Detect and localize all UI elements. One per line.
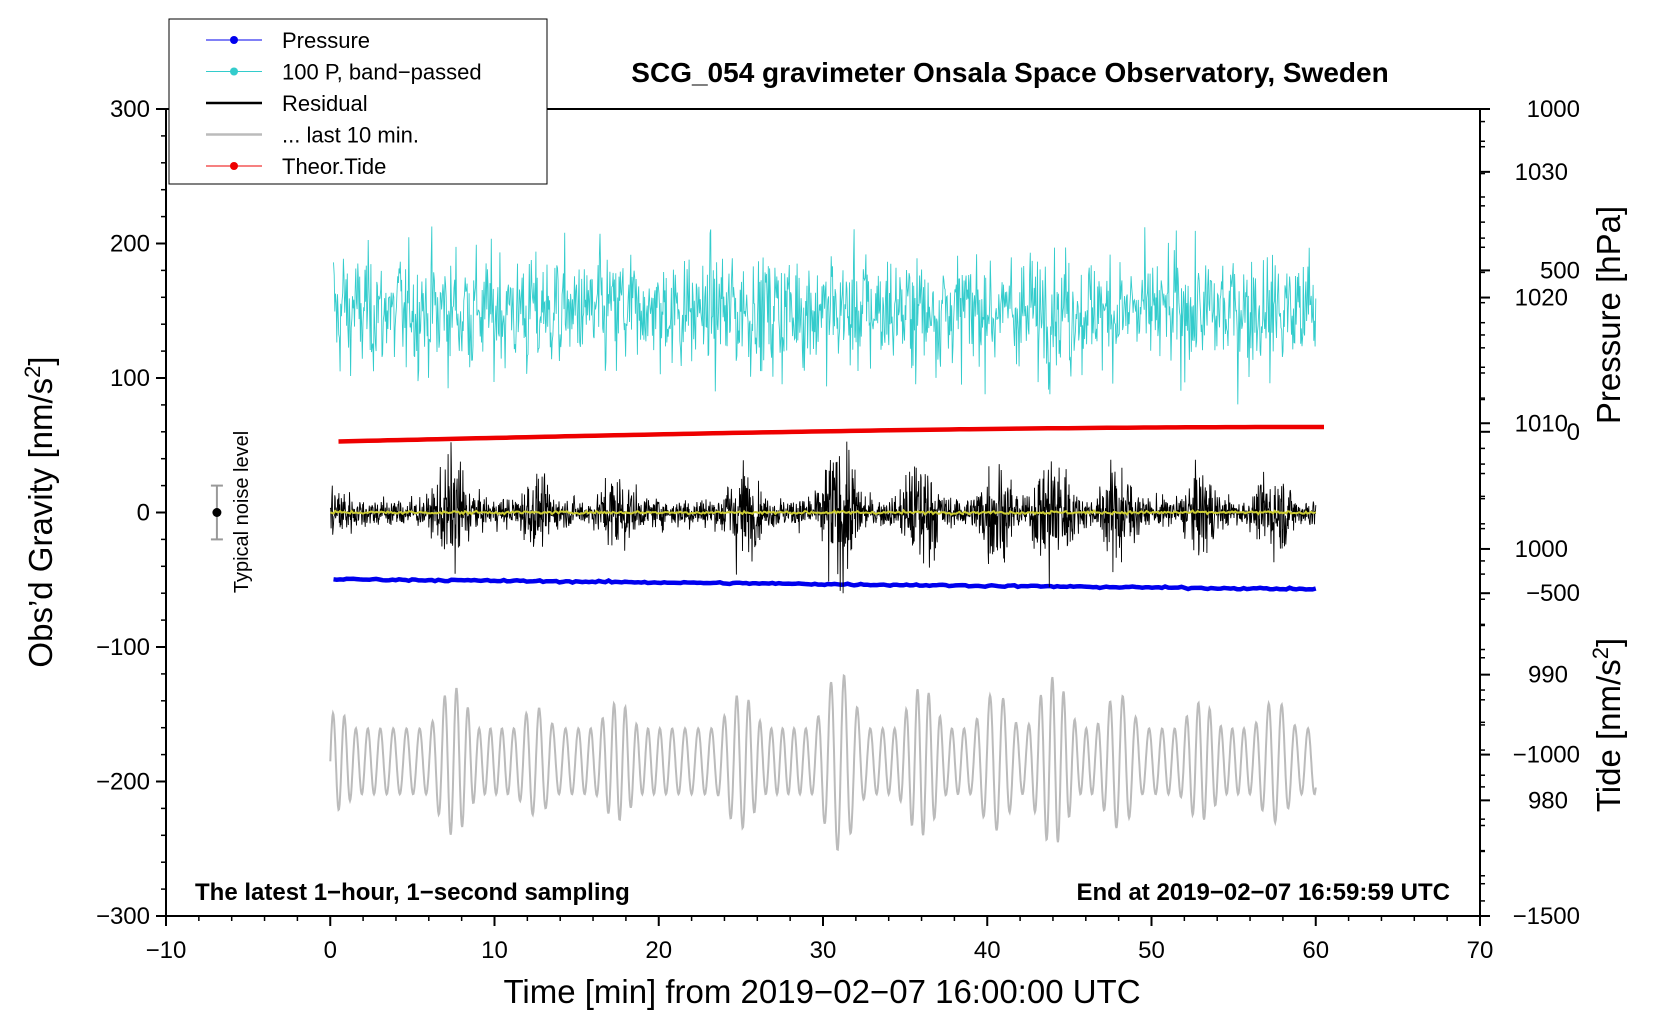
- tide-tick-label: 1000: [1527, 96, 1580, 123]
- legend-label: 100 P, band−passed: [282, 60, 482, 85]
- series-smoothed: [330, 508, 1317, 516]
- legend-marker: [230, 36, 238, 44]
- legend-label: ... last 10 min.: [282, 123, 419, 148]
- legend-label: Residual: [282, 91, 368, 116]
- x-tick-label: 0: [324, 937, 337, 964]
- pressure-tick-label: 1030: [1515, 159, 1568, 186]
- legend: Pressure 100 P, band−passed Residual ... la…: [168, 18, 548, 185]
- pressure-tick-label: 990: [1528, 662, 1568, 689]
- series-pressure: [333, 576, 1317, 592]
- tide-tick-label: −1500: [1513, 903, 1580, 930]
- x-tick-label: 30: [810, 937, 837, 964]
- legend-marker: [230, 67, 238, 76]
- tide-tick-label: −500: [1526, 580, 1580, 607]
- series-theoretical-tide: [338, 424, 1324, 444]
- y-axis-title-pressure: Pressure [hPa]: [1590, 206, 1627, 424]
- x-tick-label: 10: [481, 937, 508, 964]
- x-tick-label: −10: [146, 937, 187, 964]
- gravity-tick-label: 100: [110, 365, 150, 392]
- chart-title: SCG_054 gravimeter Onsala Space Observat…: [631, 57, 1388, 88]
- legend-box: [168, 18, 548, 185]
- x-tick-label: 60: [1302, 937, 1329, 964]
- pressure-tick-label: 1010: [1515, 410, 1568, 437]
- gravity-tick-label: −200: [96, 769, 150, 796]
- x-tick-label: 50: [1138, 937, 1165, 964]
- legend-marker: [230, 162, 238, 170]
- y-axis-title-gravity: Obs’d Gravity [nm/s2]: [20, 356, 59, 667]
- tide-tick-label: 0: [1567, 419, 1580, 446]
- gravity-tick-label: 300: [110, 96, 150, 123]
- gravity-tick-label: −100: [96, 634, 150, 661]
- gravity-tick-label: 0: [137, 500, 150, 527]
- series-residual: [329, 441, 1317, 594]
- series-last-10-min: [329, 673, 1317, 852]
- tide-tick-label: 500: [1540, 257, 1580, 284]
- gravity-tick-label: 200: [110, 231, 150, 258]
- legend-label: Theor.Tide: [282, 154, 386, 179]
- noise-level-label: Typical noise level: [231, 431, 253, 593]
- x-axis-title: Time [min] from 2019−02−07 16:00:00 UTC: [503, 973, 1140, 1010]
- annotation-end-time: End at 2019−02−07 16:59:59 UTC: [1076, 879, 1450, 906]
- x-tick-label: 70: [1467, 937, 1494, 964]
- y-axis-title-tide: Tide [nm/s2]: [1588, 638, 1627, 812]
- legend-label: Pressure: [282, 28, 370, 53]
- tide-tick-label: −1000: [1513, 742, 1580, 769]
- series-bandpassed-pressure: [333, 226, 1317, 405]
- noise-center-point: [212, 508, 222, 517]
- pressure-tick-label: 1020: [1515, 285, 1568, 312]
- pressure-tick-label: 1000: [1515, 536, 1568, 563]
- annotation-sampling: The latest 1−hour, 1−second sampling: [195, 879, 630, 906]
- x-tick-label: 40: [974, 937, 1001, 964]
- pressure-tick-label: 980: [1528, 787, 1568, 814]
- noise-level-indicator: Typical noise level: [210, 431, 253, 593]
- x-tick-label: 20: [645, 937, 672, 964]
- gravity-tick-label: −300: [96, 903, 150, 930]
